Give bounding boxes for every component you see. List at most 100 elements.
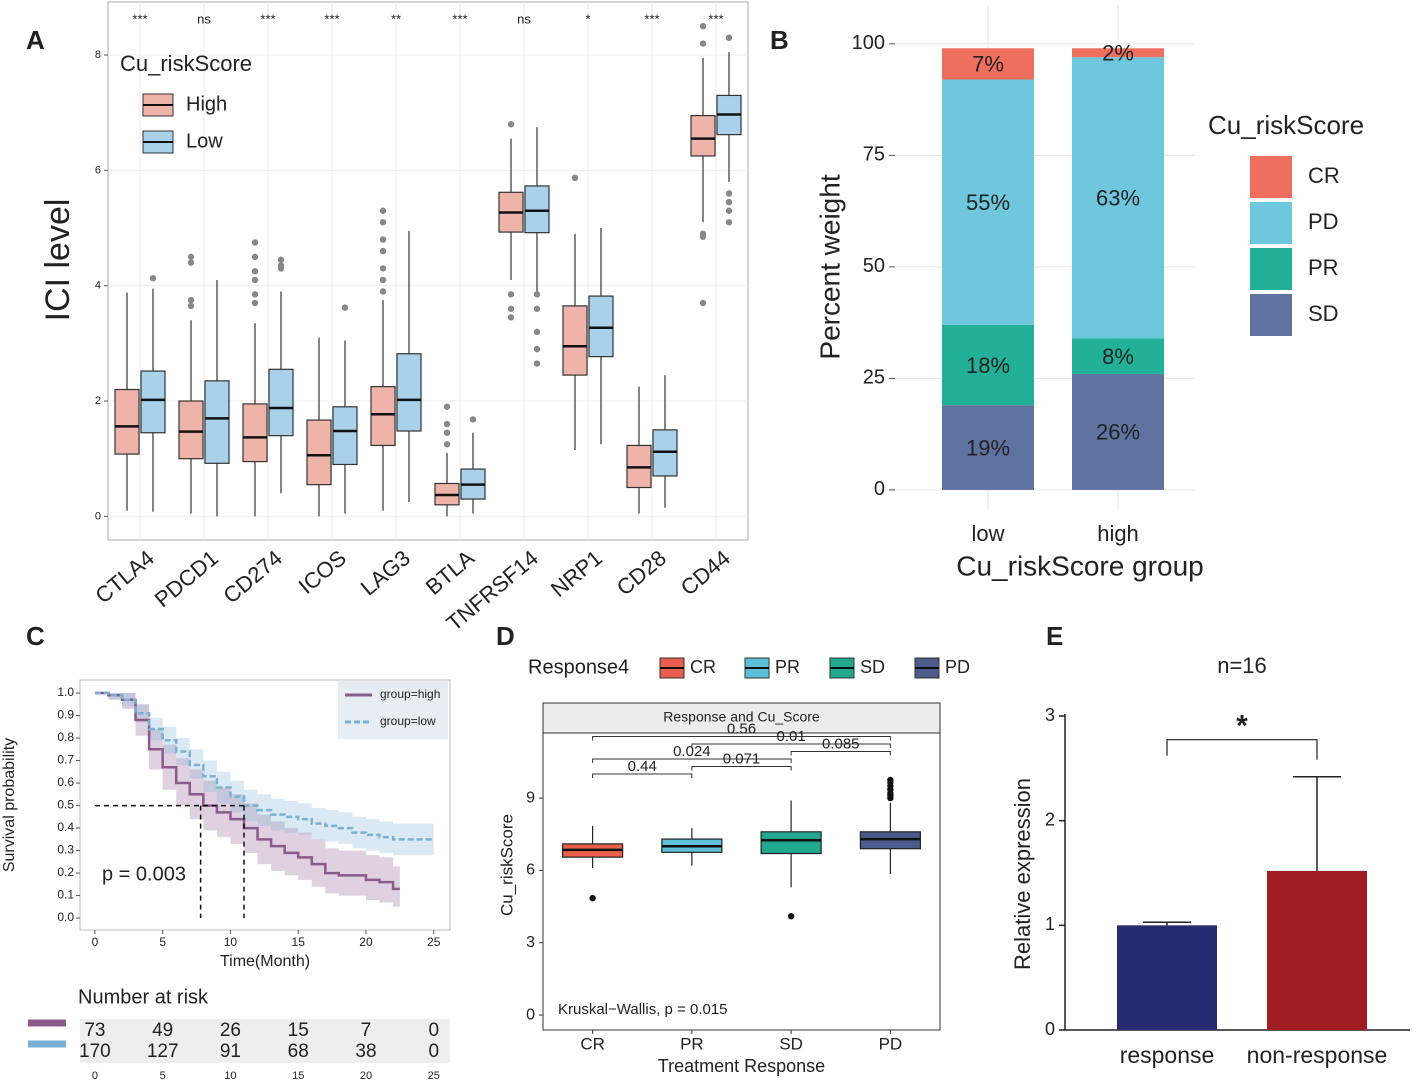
box <box>140 370 166 434</box>
outlier <box>725 190 733 197</box>
risk-x-label: 5 <box>160 1070 166 1082</box>
outlier <box>379 247 387 255</box>
x-tick-label: 0 <box>92 935 99 949</box>
y-tick-label: 3 <box>526 934 535 951</box>
box <box>268 368 294 437</box>
risk-count: 91 <box>220 1041 241 1062</box>
legend-label: CR <box>690 657 716 677</box>
legend-label: SD <box>860 657 885 677</box>
legend-label: Low <box>186 130 223 152</box>
risk-count: 0 <box>428 1020 439 1041</box>
risk-count: 38 <box>355 1041 376 1062</box>
y-tick-label: 1.0 <box>57 685 74 699</box>
x-tick-label: CD28 <box>612 545 671 600</box>
significance: * <box>585 11 590 26</box>
strip <box>542 702 941 734</box>
risk-count: 68 <box>288 1041 309 1062</box>
bar-segment <box>1072 338 1164 374</box>
legend-key <box>1250 248 1292 290</box>
box <box>178 400 204 460</box>
risk-count: 0 <box>428 1041 439 1062</box>
outlier <box>699 299 707 307</box>
x-tick-label: CTLA4 <box>90 545 159 608</box>
comparison-bracket <box>790 751 891 756</box>
outlier <box>507 314 515 321</box>
outlier <box>379 236 387 243</box>
legend-label: SD <box>1308 301 1339 326</box>
y-tick-label: 50 <box>863 255 885 277</box>
x-tick-label: SD <box>779 1034 803 1053</box>
bar-segment <box>1072 48 1164 58</box>
x-tick-label: low <box>971 521 1004 546</box>
x-tick-label: CD274 <box>218 545 287 608</box>
outlier <box>699 23 707 30</box>
bar-segment <box>1072 57 1164 339</box>
y-tick-label: 8 <box>95 49 101 61</box>
outlier <box>469 416 477 423</box>
comparison-bracket <box>691 766 792 771</box>
outlier <box>379 288 387 295</box>
significance: ns <box>517 11 531 26</box>
outlier <box>443 429 451 436</box>
y-tick-label: 0 <box>874 478 885 500</box>
legend-title: Cu_riskScore <box>120 51 252 76</box>
y-tick-label: 9 <box>526 789 535 806</box>
x-axis-label: Treatment Response <box>658 1056 825 1076</box>
x-tick-label: non-response <box>1247 1042 1388 1068</box>
panel-label: A <box>26 25 45 55</box>
y-tick-label: 6 <box>526 862 535 879</box>
comparison-bracket <box>592 773 693 779</box>
risk-x-label: 15 <box>292 1070 304 1082</box>
box <box>306 419 332 486</box>
box <box>242 403 268 463</box>
value-label: 18% <box>966 353 1010 378</box>
outlier <box>725 34 733 41</box>
legend-label: PD <box>945 657 970 677</box>
x-tick-label: 5 <box>159 935 166 949</box>
x-axis-label: Time(Month) <box>220 953 310 970</box>
legend-label: PR <box>775 657 800 677</box>
bar <box>1267 870 1367 1030</box>
outlier <box>251 291 259 298</box>
outlier <box>725 198 733 206</box>
y-tick-label: 0.5 <box>57 798 74 812</box>
significance: *** <box>708 11 723 26</box>
chart-title: n=16 <box>1217 653 1267 678</box>
panel-label: E <box>1046 621 1063 651</box>
x-axis-label: Cu_riskScore group <box>956 550 1203 581</box>
outlier <box>533 305 541 312</box>
x-tick-label: CR <box>580 1034 605 1053</box>
x-tick-label: PD <box>879 1034 903 1053</box>
legend-label: PR <box>1308 255 1339 280</box>
outlier <box>699 230 707 238</box>
box <box>760 831 822 855</box>
y-axis-label: Relative expression <box>1010 778 1035 970</box>
box <box>562 305 588 376</box>
risk-count: 26 <box>220 1020 241 1041</box>
legend-title: Response4 <box>528 656 629 678</box>
outlier <box>187 296 195 304</box>
legend-label: group=low <box>380 714 436 728</box>
y-tick-label: 0.7 <box>57 753 74 767</box>
y-tick-label: 75 <box>863 144 885 166</box>
outlier <box>533 345 541 353</box>
bar-segment <box>1072 373 1164 490</box>
outlier <box>787 913 795 920</box>
y-axis-label: Cu_riskScore <box>497 814 516 916</box>
survival-curve <box>94 691 434 841</box>
legend-key <box>1250 202 1292 244</box>
outlier <box>443 420 451 428</box>
outlier <box>725 219 733 226</box>
significance: *** <box>644 11 659 26</box>
y-tick-label: 100 <box>852 32 885 54</box>
y-tick-label: 0.0 <box>57 910 74 924</box>
strip-title: Response and Cu_Score <box>663 709 820 725</box>
value-label: 2% <box>1102 41 1134 66</box>
y-tick-label: 0.4 <box>57 820 74 834</box>
outlier <box>187 253 195 261</box>
y-tick-label: 0 <box>526 1006 535 1023</box>
risk-count: 170 <box>79 1041 111 1062</box>
significance-bracket <box>1166 739 1318 760</box>
value-label: 63% <box>1096 186 1140 211</box>
